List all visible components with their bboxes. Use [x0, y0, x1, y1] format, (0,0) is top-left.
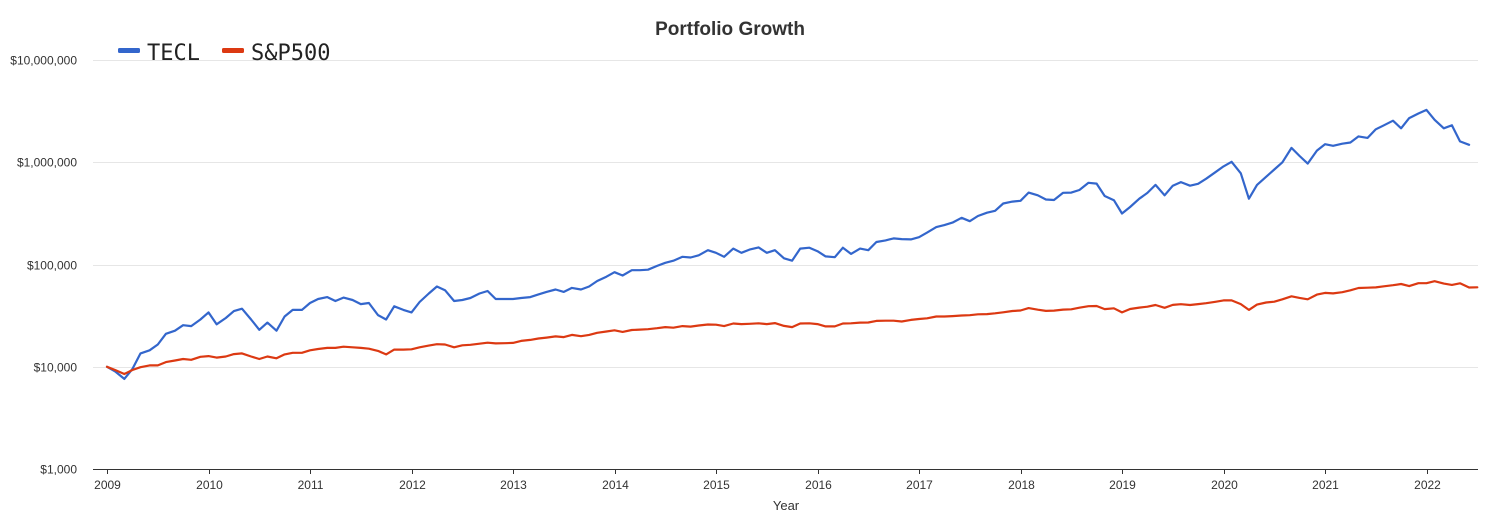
x-tick-label: 2012 — [399, 478, 426, 492]
series-line-tecl — [105, 108, 1471, 380]
x-tick-label: 2009 — [94, 478, 121, 492]
x-tick-label: 2022 — [1414, 478, 1441, 492]
legend[interactable]: TECL S&P500 — [118, 41, 330, 66]
legend-item-sp500[interactable]: S&P500 — [222, 41, 330, 66]
legend-item-tecl[interactable]: TECL — [118, 41, 200, 66]
x-tick-label: 2013 — [500, 478, 527, 492]
y-axis: $1,000 $10,000 $100,000 $1,000,000 $10,000,0… — [10, 54, 77, 477]
y-tick-label: $10,000 — [34, 361, 78, 375]
y-tick-label: $100,000 — [27, 259, 77, 273]
legend-label: S&P500 — [251, 41, 330, 66]
x-tick-label: 2015 — [703, 478, 730, 492]
x-tick-label: 2019 — [1109, 478, 1136, 492]
x-axis: 2009 2010 2011 2012 2013 2014 2015 2016 2017 2018… — [93, 469, 1478, 492]
x-tick-label: 2021 — [1312, 478, 1339, 492]
y-tick-label: $1,000 — [40, 463, 77, 477]
x-tick-label: 2018 — [1008, 478, 1035, 492]
series-lines — [105, 108, 1479, 380]
chart-title: Portfolio Growth — [655, 19, 805, 40]
x-axis-label: Year — [773, 498, 800, 513]
series-line-sp500 — [105, 280, 1479, 376]
legend-label: TECL — [147, 41, 200, 66]
y-tick-label: $1,000,000 — [17, 156, 77, 170]
y-tick-label: $10,000,000 — [10, 54, 77, 68]
x-tick-label: 2010 — [196, 478, 223, 492]
legend-swatch — [118, 48, 140, 53]
gridlines — [93, 60, 1478, 368]
x-tick-label: 2020 — [1211, 478, 1238, 492]
x-tick-label: 2016 — [805, 478, 832, 492]
x-tick-label: 2014 — [602, 478, 629, 492]
x-tick-label: 2017 — [906, 478, 933, 492]
x-tick-label: 2011 — [298, 478, 324, 492]
legend-swatch — [222, 48, 244, 53]
